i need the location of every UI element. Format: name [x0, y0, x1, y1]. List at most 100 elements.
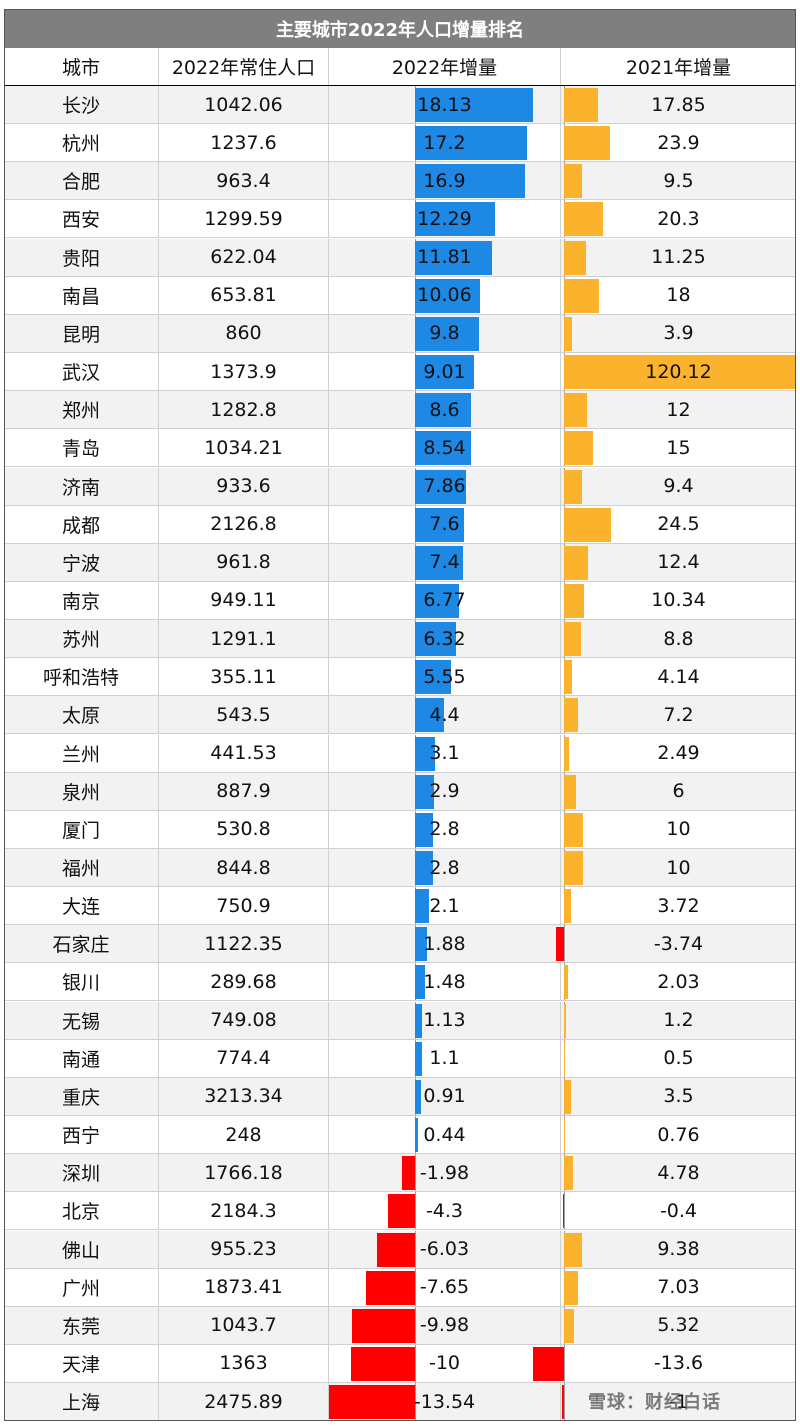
table-row: 福州 844.8 2.8 10 — [4, 849, 796, 887]
increase-2022-bar — [415, 431, 471, 466]
population-2022: 887.9 — [159, 772, 329, 810]
increase-2022-value: 1.1 — [429, 1047, 460, 1070]
table-row: 南通 774.4 1.1 0.5 — [4, 1039, 796, 1078]
population-2022: 1299.59 — [159, 200, 329, 238]
increase-2022-cell: 10.06 — [329, 276, 561, 314]
increase-2022-bar — [329, 1385, 415, 1420]
increase-2022-bar — [415, 126, 527, 161]
increase-2021-cell: 2.49 — [561, 734, 796, 772]
increase-2021-value: 2.03 — [657, 970, 700, 993]
increase-2022-bar — [351, 1308, 415, 1343]
increase-2022-value: 7.4 — [429, 551, 460, 574]
population-2022: 844.8 — [159, 849, 329, 886]
increase-2021-bar — [564, 431, 593, 466]
table-row: 太原 543.5 4.4 7.2 — [4, 696, 796, 735]
increase-2022-cell: -1.98 — [329, 1154, 561, 1192]
increase-2022-cell: 11.81 — [329, 238, 561, 276]
bar-axis — [564, 1344, 565, 1382]
increase-2022-cell: 1.88 — [329, 925, 561, 963]
table-row: 苏州 1291.1 6.32 8.8 — [4, 620, 796, 659]
population-2022: 441.53 — [159, 734, 329, 772]
increase-2022-cell: 4.4 — [329, 696, 561, 734]
table-row: 贵阳 622.04 11.81 11.25 — [4, 238, 796, 277]
increase-2022-cell: 0.91 — [329, 1077, 561, 1115]
increase-2021-bar — [564, 164, 583, 199]
header-pop2022: 2022年常住人口 — [159, 48, 329, 85]
increase-2021-bar — [564, 1118, 566, 1153]
bar-axis — [415, 1268, 416, 1306]
city-name: 济南 — [4, 467, 159, 505]
population-2022: 1043.7 — [159, 1306, 329, 1344]
watermark: 雪球：财经白话 — [588, 1392, 721, 1413]
increase-2022-bar — [415, 889, 429, 924]
header-city: 城市 — [4, 48, 159, 85]
increase-2022-cell: 8.6 — [329, 391, 561, 429]
increase-2022-cell: 12.29 — [329, 200, 561, 238]
city-name: 武汉 — [4, 353, 159, 391]
increase-2022-value: 2.8 — [429, 818, 460, 841]
increase-2022-cell: -9.98 — [329, 1306, 561, 1344]
increase-2021-bar — [564, 278, 599, 313]
city-name: 南通 — [4, 1039, 159, 1077]
bar-axis — [415, 1154, 416, 1192]
increase-2021-value: 1.2 — [663, 1009, 694, 1032]
increase-2021-bar — [564, 393, 588, 428]
increase-2022-value: 3.1 — [429, 742, 460, 765]
increase-2022-value: 0.44 — [423, 1123, 466, 1146]
table-row: 合肥 963.4 16.9 9.5 — [4, 162, 796, 201]
increase-2022-bar — [415, 507, 465, 542]
population-2022: 248 — [159, 1116, 329, 1154]
table-row: 西宁 248 0.44 0.76 — [4, 1116, 796, 1155]
increase-2021-bar — [564, 545, 588, 580]
population-2022: 860 — [159, 314, 329, 352]
increase-2021-cell: 7.2 — [561, 696, 796, 734]
increase-2022-bar — [387, 1194, 415, 1229]
ranking-table: 城市 2022年常住人口 2022年增量 2021年增量 长沙 1042.06 18… — [4, 48, 796, 1422]
increase-2022-bar — [415, 278, 481, 313]
increase-2022-bar — [415, 660, 452, 695]
increase-2021-bar — [564, 583, 584, 618]
population-2022: 1291.1 — [159, 620, 329, 658]
increase-2021-cell: 8.8 — [561, 620, 796, 658]
increase-2021-cell: 10 — [561, 810, 796, 848]
table-row: 佛山 955.23 -6.03 9.38 — [4, 1230, 796, 1269]
increase-2022-value: 12.29 — [417, 207, 472, 230]
population-2022: 933.6 — [159, 467, 329, 505]
population-2022: 1363 — [159, 1344, 329, 1382]
increase-2021-cell: 10 — [561, 849, 796, 886]
increase-2021-value: 3.9 — [663, 322, 694, 345]
increase-2021-bar — [564, 1041, 565, 1076]
city-name: 北京 — [4, 1192, 159, 1230]
increase-2022-bar — [376, 1232, 415, 1267]
increase-2022-bar — [415, 927, 428, 962]
increase-2021-value: 10 — [666, 856, 691, 879]
increase-2022-cell: 1.13 — [329, 1001, 561, 1039]
increase-2022-value: 2.9 — [429, 780, 460, 803]
population-2022: 543.5 — [159, 696, 329, 734]
city-name: 上海 — [4, 1383, 159, 1421]
increase-2021-bar — [564, 1232, 583, 1267]
table-row: 东莞 1043.7 -9.98 5.32 — [4, 1306, 796, 1345]
increase-2021-bar — [564, 88, 599, 122]
city-name: 东莞 — [4, 1306, 159, 1344]
city-name: 厦门 — [4, 810, 159, 848]
increase-2021-bar — [564, 240, 586, 275]
table-row: 上海 2475.89 -13.54 -1 — [4, 1383, 796, 1422]
increase-2022-cell: -13.54 — [329, 1383, 561, 1421]
table-row: 大连 750.9 2.1 3.72 — [4, 887, 796, 926]
increase-2021-value: 10 — [666, 818, 691, 841]
increase-2022-value: -13.54 — [413, 1390, 476, 1413]
increase-2022-value: 11.81 — [417, 246, 472, 269]
increase-2021-bar — [564, 965, 568, 1000]
table-row: 西安 1299.59 12.29 20.3 — [4, 200, 796, 239]
population-2022: 3213.34 — [159, 1077, 329, 1115]
city-name: 昆明 — [4, 314, 159, 352]
increase-2021-cell: 3.5 — [561, 1077, 796, 1115]
increase-2021-cell: 4.78 — [561, 1154, 796, 1192]
bar-axis — [415, 1230, 416, 1268]
city-name: 深圳 — [4, 1154, 159, 1192]
table-row: 兰州 441.53 3.1 2.49 — [4, 734, 796, 773]
increase-2022-cell: 7.6 — [329, 505, 561, 543]
increase-2021-bar — [564, 126, 611, 161]
table-row: 成都 2126.8 7.6 24.5 — [4, 505, 796, 544]
